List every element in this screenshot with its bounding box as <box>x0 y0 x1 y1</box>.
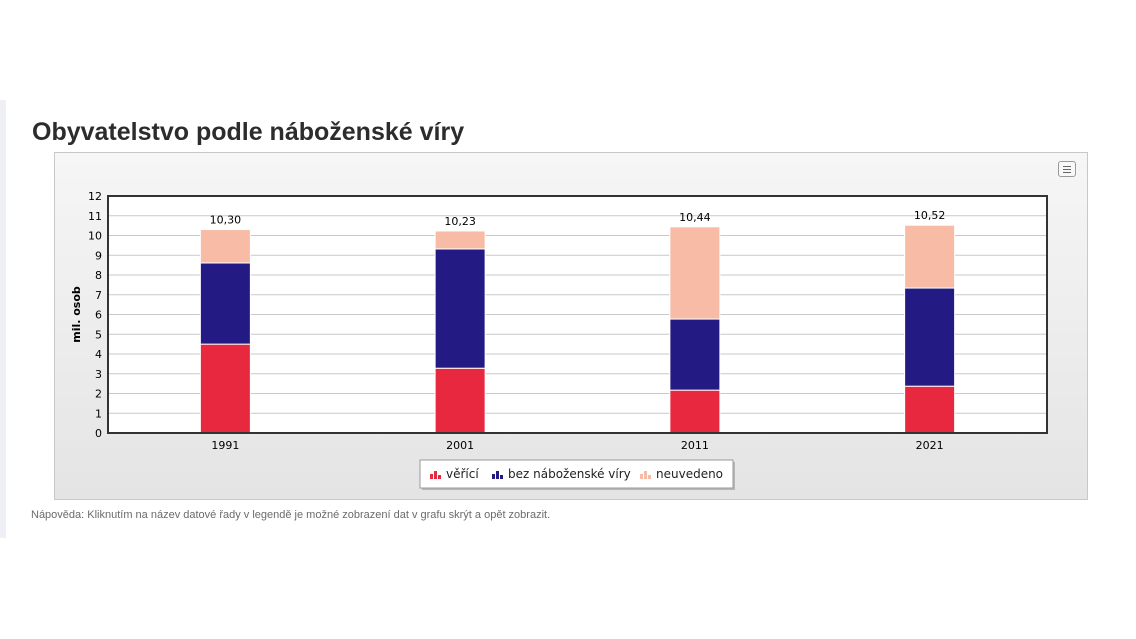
y-tick-label: 4 <box>95 348 102 361</box>
plot-border <box>107 195 1048 434</box>
y-tick-label: 11 <box>88 210 102 223</box>
legend-bar-icon <box>492 474 495 479</box>
y-tick-label: 12 <box>88 190 102 203</box>
bar-total-label: 10,44 <box>679 211 711 224</box>
legend-bar-icon <box>640 474 643 479</box>
x-tick-label: 2011 <box>681 439 709 452</box>
y-tick-label: 9 <box>95 249 102 262</box>
legend-item-label[interactable]: věřící <box>446 467 479 481</box>
legend-bar-icon <box>644 471 647 479</box>
bar-total-label: 10,23 <box>444 215 476 228</box>
y-tick-label: 5 <box>95 328 102 341</box>
bar-total-label: 10,30 <box>210 214 242 227</box>
legend-bar-icon <box>430 474 433 479</box>
legend-box <box>419 459 734 489</box>
bar-segment[interactable] <box>434 248 486 369</box>
y-tick-label: 0 <box>95 427 102 440</box>
legend-bar-icon <box>500 475 503 479</box>
legend-bar-icon <box>438 475 441 479</box>
y-tick-label: 3 <box>95 368 102 381</box>
bar-segment[interactable] <box>904 224 956 289</box>
x-tick-label: 2021 <box>916 439 944 452</box>
x-tick-label: 1991 <box>211 439 239 452</box>
bar-segment[interactable] <box>669 226 721 320</box>
bar-segment[interactable] <box>669 389 721 434</box>
hamburger-menu-icon <box>1063 166 1071 167</box>
y-tick-label: 1 <box>95 407 102 420</box>
bar-total-label: 10,52 <box>914 209 946 222</box>
legend-item-label[interactable]: neuvedeno <box>656 467 723 481</box>
y-tick-label: 6 <box>95 309 102 322</box>
x-tick-label: 2001 <box>446 439 474 452</box>
chart-menu-button[interactable] <box>1058 161 1076 177</box>
bar-segment[interactable] <box>199 229 251 264</box>
y-axis-title: mil. osob <box>70 286 83 343</box>
y-tick-label: 7 <box>95 289 102 302</box>
bar-segment[interactable] <box>199 343 251 434</box>
bar-segment[interactable] <box>904 385 956 434</box>
legend-bar-icon <box>434 471 437 479</box>
chart-panel: 0 1 2 3 4 5 6 7 8 9 10 11 12 10,30 1991 10,23 2001 10,44 2… <box>54 152 1088 500</box>
hamburger-menu-icon-line <box>1063 169 1071 170</box>
legend-hint-text: Nápověda: Kliknutím na název datové řady… <box>31 509 551 521</box>
page-title: Obyvatelstvo podle náboženské víry <box>32 118 465 146</box>
bar-segment[interactable] <box>434 367 486 434</box>
bar-segment[interactable] <box>434 230 486 250</box>
legend-bar-icon <box>648 475 651 479</box>
y-tick-label: 2 <box>95 388 102 401</box>
legend-bar-icon <box>496 471 499 479</box>
bar-segment[interactable] <box>199 262 251 345</box>
y-tick-label: 10 <box>88 230 102 243</box>
legend-item-label[interactable]: bez náboženské víry <box>508 467 631 481</box>
stacked-bar-chart: 012345678910111210,30199110,23200110,442… <box>70 190 1048 490</box>
hamburger-menu-icon-line <box>1063 172 1071 173</box>
y-tick-label: 8 <box>95 269 102 282</box>
left-accent-rule <box>0 100 6 538</box>
bar-segment[interactable] <box>904 287 956 387</box>
bar-segment[interactable] <box>669 318 721 391</box>
